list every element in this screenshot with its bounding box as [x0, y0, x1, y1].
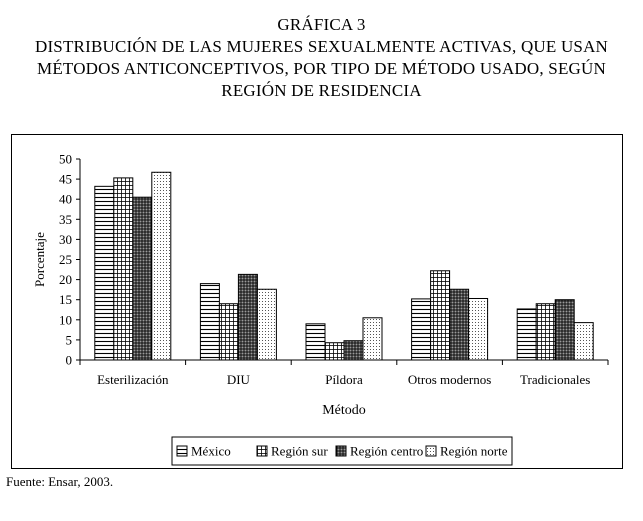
- x-tick-label: DIU: [227, 372, 251, 387]
- x-tick-label: Otros modernos: [408, 372, 491, 387]
- bar: [94, 185, 115, 361]
- bar: [535, 303, 556, 361]
- title-line-4: REGIÓN DE RESIDENCIA: [221, 81, 422, 100]
- legend-label: Región norte: [440, 444, 508, 459]
- y-tick-label: 25: [59, 252, 72, 267]
- bar: [151, 171, 172, 361]
- title-line-1: GRÁFICA 3: [277, 15, 366, 34]
- y-tick-label: 30: [59, 232, 72, 247]
- x-axis-title: Método: [322, 403, 366, 418]
- legend-label: Región centro: [350, 444, 423, 459]
- bar: [554, 299, 575, 361]
- y-tick-label: 20: [59, 272, 72, 287]
- labels: 0 5 10 15 20 25 30 35 40 45 50 Porcentaje Esteriliza…: [32, 152, 590, 419]
- bar: [573, 322, 594, 361]
- y-tick-label: 0: [66, 353, 73, 368]
- x-tick-label: Píldora: [325, 372, 363, 387]
- legend: México Región sur Región centro Región nort…: [171, 436, 513, 466]
- bar: [430, 270, 451, 361]
- chart-title: GRÁFICA 3 DISTRIBUCIÓN DE LAS MUJERES SE…: [0, 14, 643, 102]
- bar: [113, 177, 134, 361]
- bar: [305, 323, 326, 361]
- bar: [218, 303, 239, 361]
- legend-label: México: [191, 444, 231, 459]
- bar: [324, 342, 345, 361]
- bars: [94, 171, 594, 361]
- y-axis-title: Porcentaje: [32, 232, 47, 287]
- bar: [237, 273, 258, 361]
- legend-swatch: [176, 445, 188, 457]
- bar: [516, 308, 537, 361]
- legend-swatch: [256, 445, 268, 457]
- legend-label: Región sur: [271, 444, 328, 459]
- y-tick-label: 5: [66, 332, 73, 347]
- y-tick-label: 35: [59, 212, 72, 227]
- source-note: Fuente: Ensar, 2003.: [6, 474, 114, 489]
- title-line-3: MÉTODOS ANTICONCEPTIVOS, POR TIPO DE MÉT…: [37, 59, 606, 78]
- title-line-2: DISTRIBUCIÓN DE LAS MUJERES SEXUALMENTE …: [34, 37, 609, 56]
- bar: [132, 196, 153, 361]
- bar: [449, 288, 470, 361]
- y-tick-label: 45: [59, 172, 72, 187]
- bar: [343, 340, 364, 361]
- y-tick-label: 50: [59, 152, 72, 167]
- legend-swatch: [425, 445, 437, 457]
- bar: [468, 297, 489, 361]
- x-tick-label: Tradicionales: [520, 372, 590, 387]
- bar: [362, 317, 383, 361]
- y-tick-label: 10: [59, 312, 72, 327]
- y-tick-label: 15: [59, 292, 72, 307]
- bar: [411, 298, 432, 361]
- bar: [256, 288, 277, 361]
- x-tick-label: Esterilización: [97, 372, 169, 387]
- bar: [199, 283, 220, 361]
- legend-swatch: [335, 445, 347, 457]
- y-tick-label: 40: [59, 192, 72, 207]
- chart-frame: [11, 134, 623, 469]
